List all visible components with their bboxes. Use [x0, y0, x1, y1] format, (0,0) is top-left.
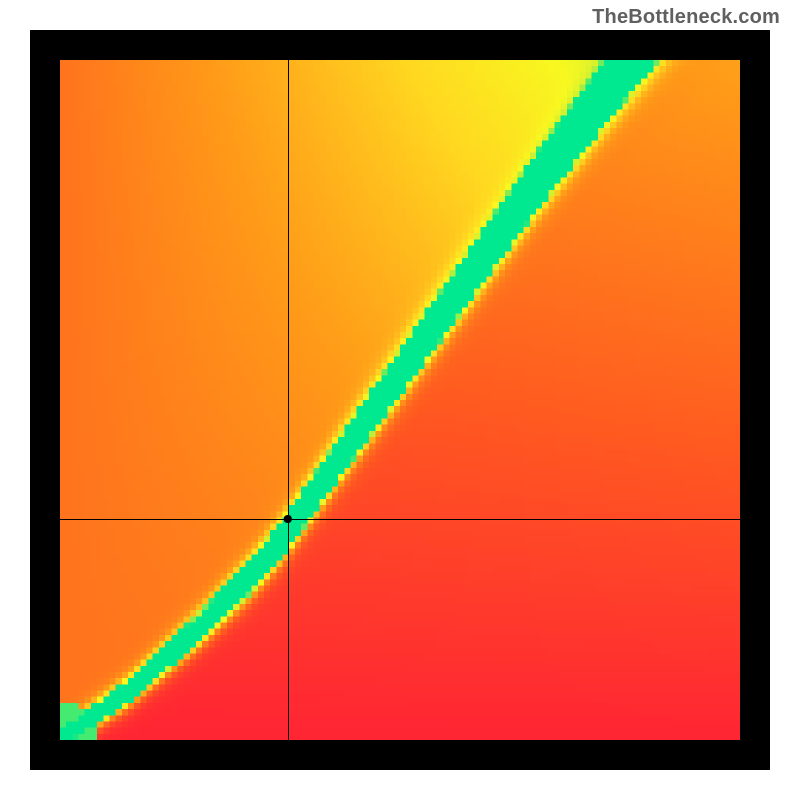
attribution-text: TheBottleneck.com — [592, 6, 780, 29]
heatmap-plot-frame — [30, 30, 770, 770]
crosshair-overlay — [30, 30, 770, 770]
